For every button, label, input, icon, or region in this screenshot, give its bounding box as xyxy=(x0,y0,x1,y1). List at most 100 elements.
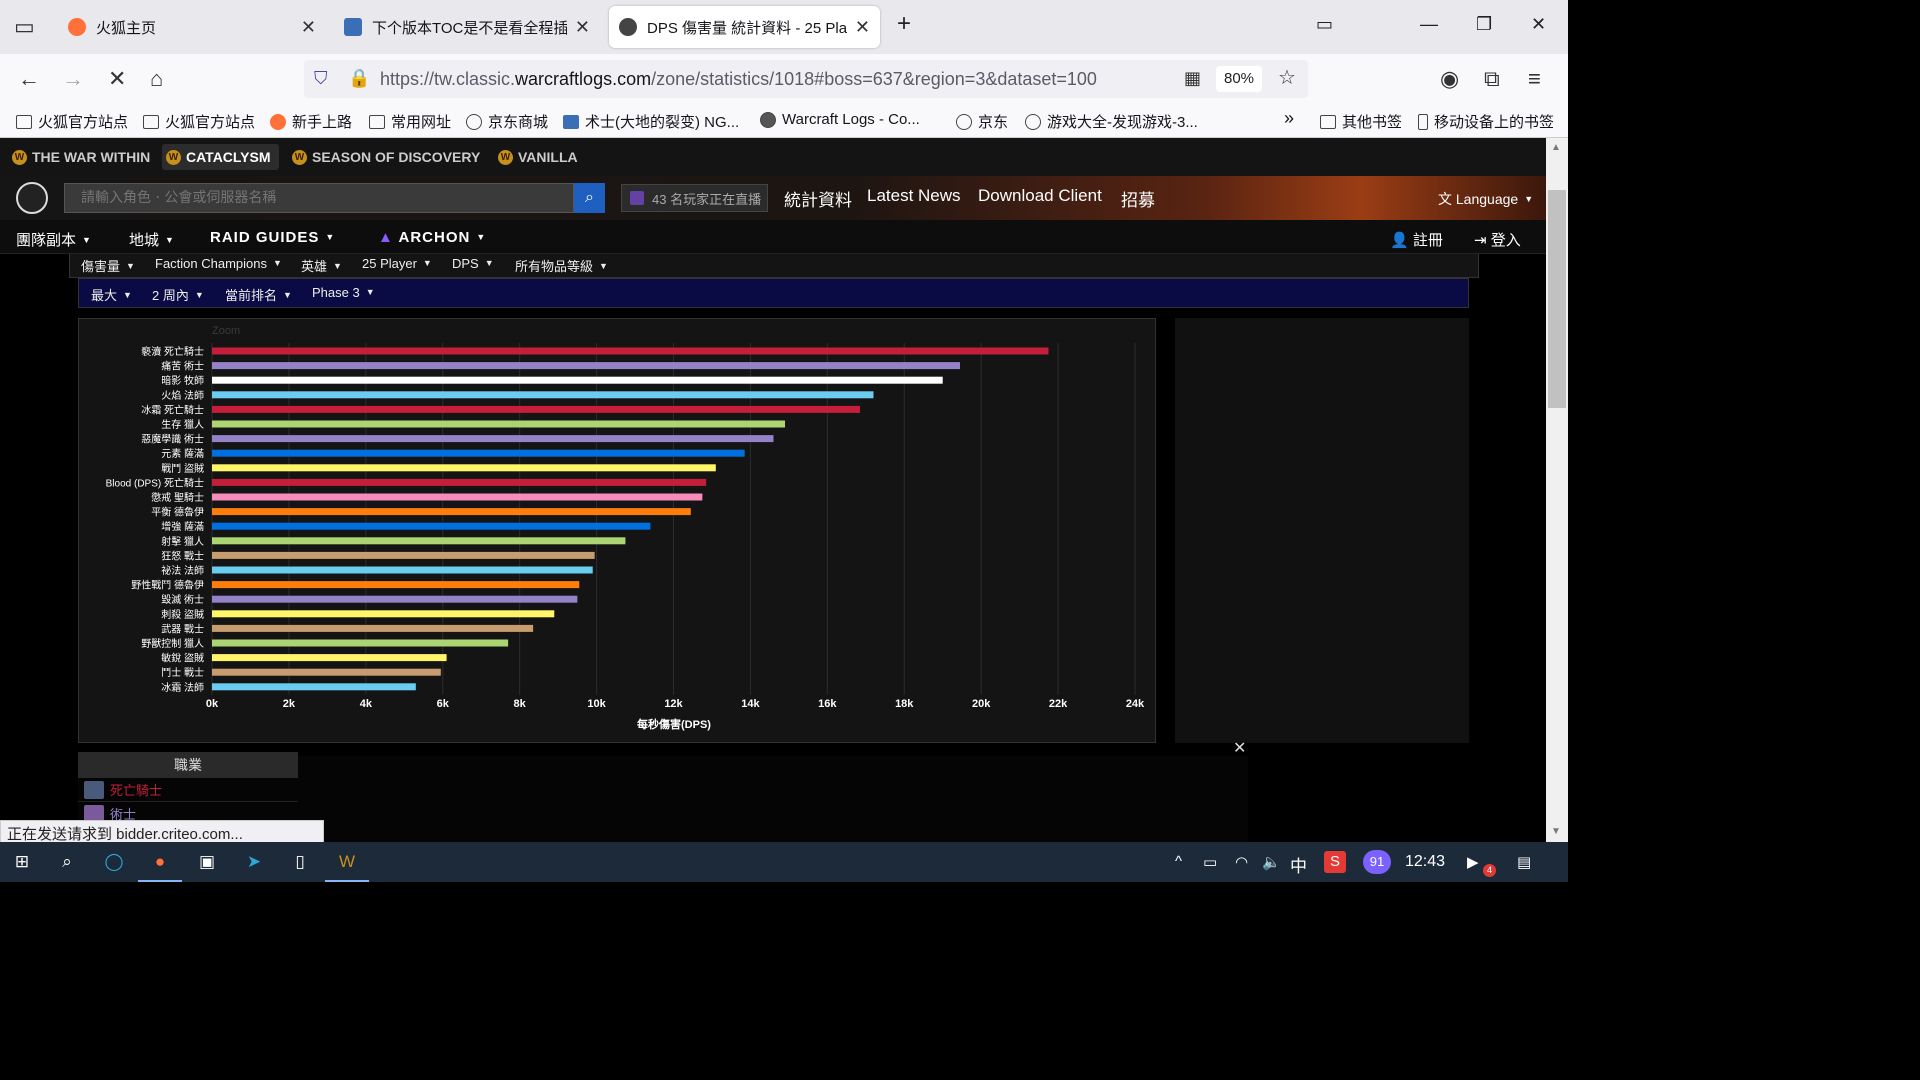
app-badge[interactable]: 91 xyxy=(1363,850,1391,874)
cortana-icon[interactable]: ◯ xyxy=(104,852,124,871)
forward-icon[interactable]: → xyxy=(62,66,84,91)
chart-bar[interactable] xyxy=(212,405,861,413)
url-text[interactable]: https://tw.classic.warcraftlogs.com/zone… xyxy=(380,69,1097,89)
bookmark-item[interactable]: 新手上路 xyxy=(270,111,352,132)
filter-phase[interactable]: Phase 3 ▼ xyxy=(312,285,375,300)
tab-toc-forum[interactable]: 下个版本TOC是不是看全程插件 ✕ xyxy=(334,6,600,48)
bookmark-item[interactable]: 常用网址 xyxy=(369,111,451,132)
tab-firefox-home[interactable]: 火狐主页 ✕ xyxy=(58,6,326,48)
picture-in-picture-icon[interactable]: ▭ xyxy=(1316,14,1334,34)
zoom-level[interactable]: 80% xyxy=(1216,66,1262,92)
register-link[interactable]: 👤 註冊 xyxy=(1390,232,1443,249)
tray-overflow-icon[interactable]: ^ xyxy=(1175,853,1183,870)
chart-bar[interactable] xyxy=(212,581,580,589)
account-icon[interactable]: ◉ xyxy=(1440,66,1460,91)
chart-bar[interactable] xyxy=(212,668,441,676)
chart-bar[interactable] xyxy=(212,522,651,530)
chart-bar[interactable] xyxy=(212,683,416,691)
chart-bar[interactable] xyxy=(212,624,534,632)
filter-difficulty[interactable]: 英雄 ▼ xyxy=(301,259,342,274)
menu-archon[interactable]: ▲ ARCHON ▼ xyxy=(378,229,487,246)
scroll-down-icon[interactable]: ▼ xyxy=(1551,826,1561,837)
file-explorer-icon[interactable]: ▯ xyxy=(295,852,305,871)
bookmark-star-icon[interactable]: ☆ xyxy=(1278,67,1296,89)
nav-latest-news[interactable]: Latest News xyxy=(867,186,961,205)
home-icon[interactable]: ⌂ xyxy=(150,66,164,91)
chart-bar[interactable] xyxy=(212,595,578,603)
twitch-live-button[interactable]: 43 名玩家正在直播 xyxy=(621,184,768,212)
ime-indicator[interactable]: 中 xyxy=(1290,857,1307,876)
nav-recruitment[interactable]: 招募 xyxy=(1121,191,1155,210)
chart-zoom-label[interactable]: Zoom xyxy=(212,325,240,337)
filter-size[interactable]: 25 Player ▼ xyxy=(362,256,432,271)
chart-bar[interactable] xyxy=(212,420,786,428)
wifi-icon[interactable]: ◠ xyxy=(1235,854,1249,871)
chart-bar[interactable] xyxy=(212,362,961,370)
tracking-shield-icon[interactable]: ⛉ xyxy=(314,68,328,88)
back-icon[interactable]: ← xyxy=(18,66,40,91)
wow-taskbar-icon[interactable]: W xyxy=(325,850,369,882)
chart-bar[interactable] xyxy=(212,435,774,443)
bookmark-item[interactable]: Warcraft Logs - Co... xyxy=(760,111,920,128)
chart-bar[interactable] xyxy=(212,391,874,399)
app-taskbar-icon[interactable]: ▣ xyxy=(198,852,216,871)
chart-bar[interactable] xyxy=(212,464,716,472)
clock[interactable]: 12:43 xyxy=(1405,853,1446,870)
bookmark-item[interactable]: 移动设备上的书签 xyxy=(1418,111,1554,132)
bookmark-item[interactable]: 其他书签 xyxy=(1320,111,1402,132)
page-scrollbar[interactable]: ▲ ▼ xyxy=(1546,138,1568,842)
game-the-war-within[interactable]: W THE WAR WITHIN xyxy=(8,144,158,170)
game-vanilla[interactable]: W VANILLA xyxy=(494,144,586,170)
telegram-icon[interactable]: ➤ xyxy=(246,852,262,871)
scroll-up-icon[interactable]: ▲ xyxy=(1551,142,1561,153)
menu-dungeons[interactable]: 地城 ▼ xyxy=(129,232,174,249)
close-tab-icon[interactable]: ✕ xyxy=(300,16,316,37)
chart-bar[interactable] xyxy=(212,493,703,501)
menu-raids[interactable]: 團隊副本 ▼ xyxy=(16,232,91,249)
search-button[interactable]: ⌕ xyxy=(574,183,605,213)
menu-raid-guides[interactable]: RAID GUIDES ▼ xyxy=(210,229,336,246)
scrollbar-thumb[interactable] xyxy=(1548,190,1566,408)
nav-statistics[interactable]: 統計資料 xyxy=(784,191,852,210)
ad-close-icon[interactable]: ✕ xyxy=(1233,740,1247,757)
filter-role[interactable]: DPS ▼ xyxy=(452,256,494,271)
chart-bar[interactable] xyxy=(212,537,626,545)
chart-bar[interactable] xyxy=(212,551,595,559)
tab-list-icon[interactable]: ▭ xyxy=(14,14,35,39)
close-tab-icon[interactable]: ✕ xyxy=(574,16,590,37)
media-icon[interactable]: ▶ xyxy=(1467,854,1479,871)
filter-aggregation[interactable]: 最大 ▼ xyxy=(91,288,132,303)
filter-metric[interactable]: 傷害量 ▼ xyxy=(81,259,135,274)
qr-code-icon[interactable]: ▦ xyxy=(1184,68,1202,88)
bookmark-item[interactable]: 火狐官方站点 xyxy=(143,111,255,132)
close-tab-icon[interactable]: ✕ xyxy=(854,16,870,37)
chart-bar[interactable] xyxy=(212,478,707,486)
language-selector[interactable]: 文 Language ▼ xyxy=(1438,191,1534,207)
search-box[interactable] xyxy=(64,183,574,213)
filter-ranking[interactable]: 當前排名 ▼ xyxy=(225,288,292,303)
menu-icon[interactable]: ≡ xyxy=(1528,66,1541,91)
restore-icon[interactable]: ❐ xyxy=(1476,14,1493,34)
minimize-icon[interactable]: — xyxy=(1420,14,1438,34)
filter-boss[interactable]: Faction Champions ▼ xyxy=(155,256,282,271)
url-bar[interactable]: ⛉ 🔒 https://tw.classic.warcraftlogs.com/… xyxy=(304,60,1308,98)
nav-download-client[interactable]: Download Client xyxy=(978,186,1102,205)
volume-icon[interactable]: 🔈 xyxy=(1262,854,1281,871)
lock-icon[interactable]: 🔒 xyxy=(348,68,371,88)
more-bookmarks-icon[interactable]: » xyxy=(1284,108,1295,128)
warcraftlogs-logo-icon[interactable] xyxy=(16,182,48,214)
action-center-icon[interactable]: ▤ xyxy=(1517,854,1532,871)
game-season-of-discovery[interactable]: W SEASON OF DISCOVERY xyxy=(288,144,488,170)
search-input[interactable] xyxy=(65,184,573,212)
game-cataclysm[interactable]: W CATACLYSM xyxy=(162,144,279,170)
bookmark-item[interactable]: 游戏大全-发现游戏-3... xyxy=(1025,111,1198,132)
windows-start-icon[interactable]: ⊞ xyxy=(14,852,30,871)
chart-bar[interactable] xyxy=(212,639,509,647)
sogou-icon[interactable]: S xyxy=(1324,851,1346,873)
new-tab-icon[interactable]: + xyxy=(897,10,912,37)
chart-bar[interactable] xyxy=(212,654,447,662)
extensions-icon[interactable]: ⧉ xyxy=(1484,66,1500,91)
chart-bar[interactable] xyxy=(212,508,691,516)
firefox-taskbar-icon[interactable]: ● xyxy=(138,850,182,882)
stop-loading-icon[interactable]: ✕ xyxy=(108,66,127,91)
